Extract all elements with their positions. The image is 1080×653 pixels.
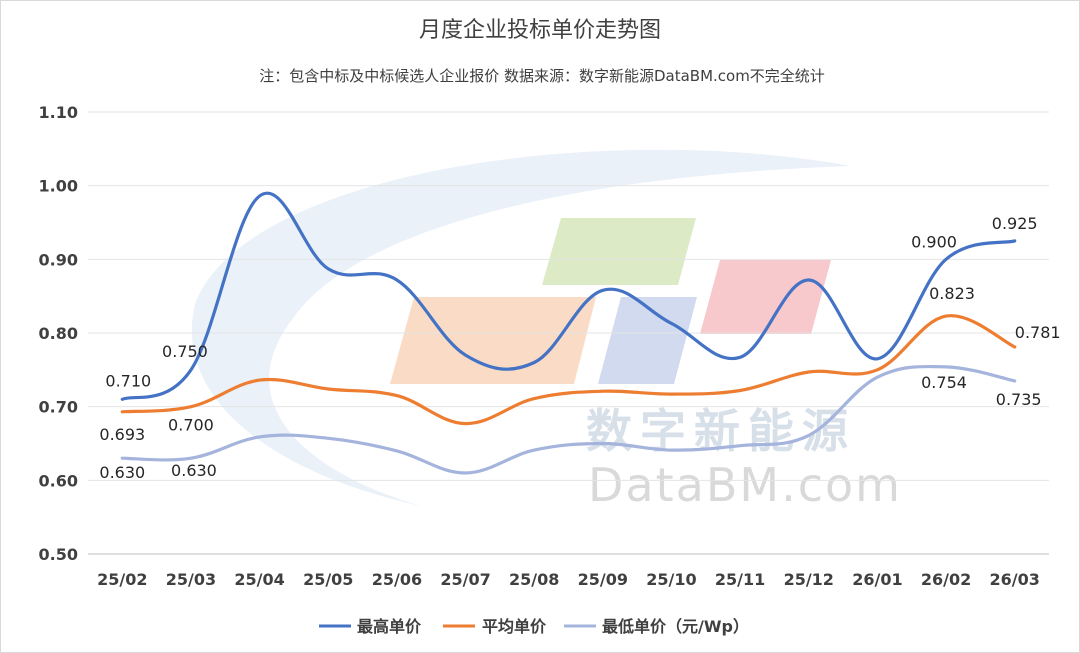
y-tick-label: 1.00 bbox=[39, 177, 78, 196]
watermark-green-block bbox=[542, 218, 696, 285]
legend-label-avg: 平均单价 bbox=[482, 617, 547, 636]
watermark: 数字新能源 DataBM.com bbox=[191, 149, 902, 512]
x-tick-label: 25/03 bbox=[166, 570, 216, 589]
data-label-max: 0.925 bbox=[992, 214, 1038, 233]
chart-title: 月度企业投标单价走势图 bbox=[419, 18, 661, 43]
y-tick-label: 0.90 bbox=[39, 250, 78, 269]
x-tick-label: 25/05 bbox=[303, 570, 353, 589]
legend-item-avg[interactable]: 平均单价 bbox=[443, 617, 547, 636]
x-tick-label: 25/08 bbox=[509, 570, 559, 589]
gridlines bbox=[88, 111, 1049, 555]
legend: 最高单价 平均单价 最低单价（元/Wp） bbox=[319, 617, 749, 636]
data-label-max: 0.900 bbox=[911, 232, 957, 251]
chart-subtitle: 注：包含中标及中标候选人企业报价 数据来源：数字新能源DataBM.com不完全… bbox=[259, 67, 825, 85]
x-axis-ticks: 25/02 25/03 25/04 25/05 25/06 25/07 25/08 25/09… bbox=[97, 570, 1040, 589]
x-tick-label: 25/07 bbox=[440, 570, 490, 589]
series-line-min bbox=[120, 364, 1017, 475]
legend-item-max[interactable]: 最高单价 bbox=[319, 617, 422, 636]
x-tick-label: 25/06 bbox=[372, 570, 422, 589]
data-label-max: 0.710 bbox=[105, 371, 151, 390]
series-lines bbox=[120, 191, 1017, 475]
x-tick-label: 25/10 bbox=[646, 570, 696, 589]
watermark-en-text: DataBM.com bbox=[588, 458, 902, 512]
x-tick-label: 26/01 bbox=[852, 570, 902, 589]
y-tick-label: 0.70 bbox=[39, 398, 78, 417]
y-axis-ticks: 0.50 0.60 0.70 0.80 0.90 1.00 1.10 bbox=[39, 103, 78, 564]
y-tick-label: 0.50 bbox=[39, 545, 78, 564]
data-labels: 0.710 0.750 0.900 0.925 0.693 0.700 0.823 0.781… bbox=[99, 214, 1060, 482]
y-tick-label: 0.80 bbox=[39, 324, 78, 343]
data-label-min: 0.754 bbox=[921, 373, 967, 392]
y-tick-label: 0.60 bbox=[39, 471, 78, 490]
legend-label-max: 最高单价 bbox=[357, 617, 422, 636]
x-tick-label: 25/11 bbox=[715, 570, 765, 589]
data-label-max: 0.750 bbox=[162, 342, 208, 361]
watermark-orange-block bbox=[390, 297, 596, 384]
watermark-blue-block bbox=[598, 297, 697, 384]
data-label-min: 0.630 bbox=[171, 461, 217, 480]
x-tick-label: 25/02 bbox=[97, 570, 147, 589]
watermark-red-block bbox=[700, 260, 831, 334]
x-tick-label: 26/02 bbox=[921, 570, 971, 589]
data-label-avg: 0.693 bbox=[99, 425, 145, 444]
legend-item-min[interactable]: 最低单价（元/Wp） bbox=[564, 617, 749, 636]
x-tick-label: 25/09 bbox=[578, 570, 628, 589]
x-tick-label: 26/03 bbox=[989, 570, 1039, 589]
series-line-avg bbox=[120, 314, 1017, 426]
data-label-avg: 0.700 bbox=[168, 416, 214, 435]
y-tick-label: 1.10 bbox=[39, 103, 78, 122]
watermark-swoosh bbox=[191, 149, 851, 506]
series-line-max bbox=[120, 191, 1017, 401]
data-label-min: 0.735 bbox=[996, 390, 1042, 409]
legend-label-min: 最低单价（元/Wp） bbox=[602, 617, 749, 636]
x-tick-label: 25/04 bbox=[234, 570, 284, 589]
x-tick-label: 25/12 bbox=[784, 570, 834, 589]
data-label-min: 0.630 bbox=[99, 463, 145, 482]
data-label-avg: 0.781 bbox=[1015, 323, 1061, 342]
data-label-avg: 0.823 bbox=[929, 284, 975, 303]
